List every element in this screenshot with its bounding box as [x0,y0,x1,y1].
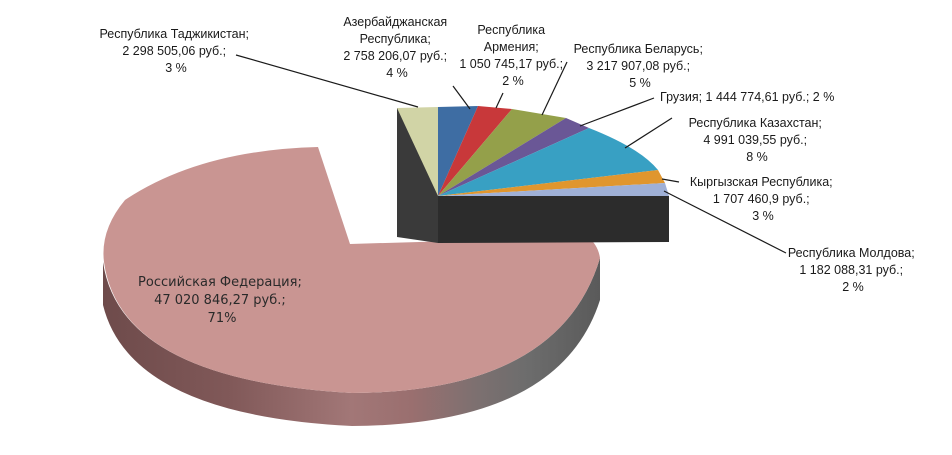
leader-kazakhstan [624,117,673,149]
leader-lines [235,54,787,254]
exploded-wall-front [438,196,669,243]
label-russia: Российская Федерация; 47 020 846,27 руб.… [138,275,306,326]
label-georgia: Грузия; 1 444 774,61 руб.; 2 % [660,90,834,104]
slice-russia-side [103,258,600,426]
data-labels: Российская Федерация; 47 020 846,27 руб.… [100,15,918,326]
slice-armenia [438,106,512,196]
slice-russia-top [103,147,600,393]
label-kazakhstan: Республика Казахстан; 4 991 039,55 руб.;… [689,116,826,164]
label-armenia: Республика Армения; 1 050 745,17 руб.; 2… [459,23,566,88]
leader-kyrgyzstan [661,178,680,183]
slice-kyrgyzstan [438,170,665,196]
leader-georgia [579,97,655,127]
leader-azerbaijan [452,85,471,110]
slice-kazakhstan [438,128,658,196]
leader-armenia [495,92,504,109]
label-tajikistan: Республика Таджикистан; 2 298 505,06 руб… [100,27,253,75]
label-moldova: Республика Молдова; 1 182 088,31 руб.; 2… [788,246,918,294]
leader-moldova [663,190,787,254]
slice-georgia [438,118,589,196]
leader-tajikistan [235,54,419,108]
slice-russia [103,147,600,426]
label-kyrgyzstan: Кыргызская Республика; 1 707 460,9 руб.;… [690,175,836,223]
exploded-slices [397,106,669,196]
slice-moldova [438,183,669,196]
exploded-group-walls [397,108,669,243]
label-azerbaijan: Азербайджанская Республика; 2 758 206,07… [343,15,450,80]
leader-belarus [541,61,568,116]
slice-belarus [438,109,566,196]
label-belarus: Республика Беларусь; 3 217 907,08 руб.; … [574,42,707,90]
slice-tajikistan [397,107,438,196]
